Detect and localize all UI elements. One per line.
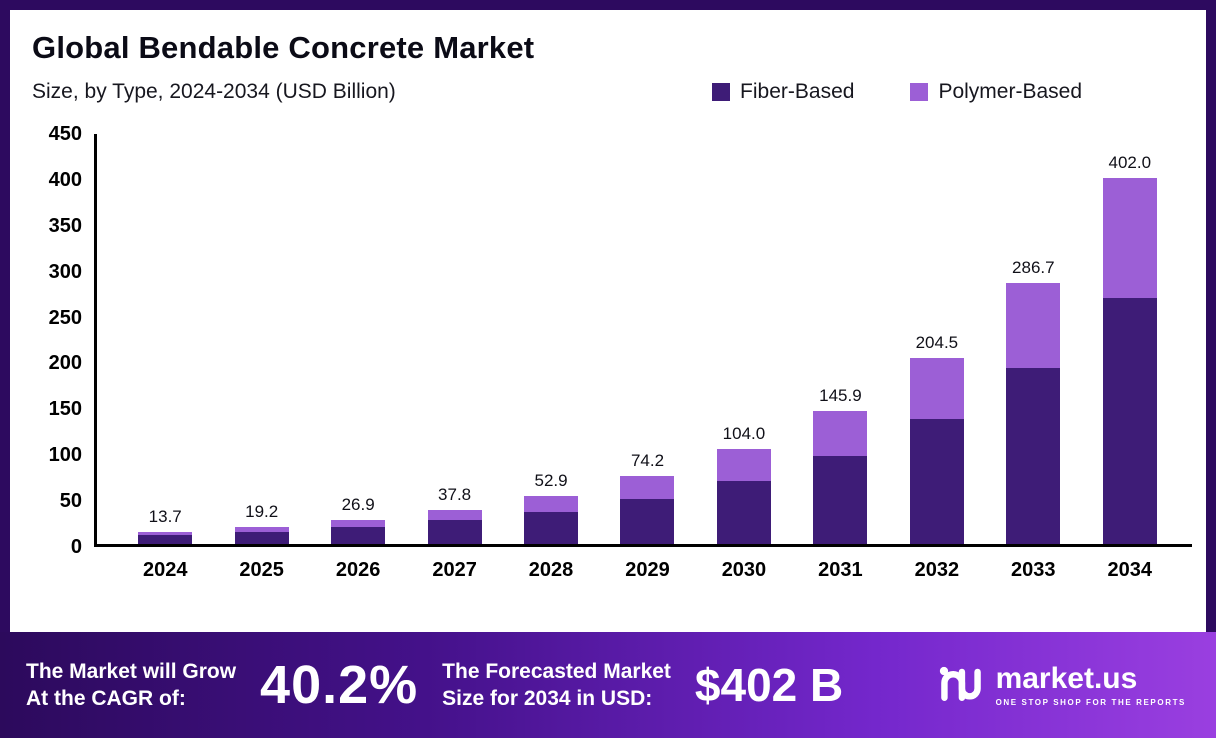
brand-tagline: ONE STOP SHOP FOR THE REPORTS <box>995 697 1186 707</box>
y-axis-label: 250 <box>48 306 82 329</box>
x-axis-label: 2033 <box>1011 559 1056 581</box>
y-axis-label: 350 <box>48 214 82 237</box>
y-axis-label: 200 <box>48 352 82 375</box>
bar-segment-polymer-based <box>620 476 675 500</box>
bar-segment-polymer-based <box>331 519 386 528</box>
y-axis-label: 300 <box>48 260 82 283</box>
market-us-logo-icon <box>938 663 984 708</box>
chart-subtitle: Size, by Type, 2024-2034 (USD Billion) <box>32 80 396 103</box>
frame-top-border <box>0 0 1216 10</box>
bar-value-label: 52.9 <box>534 470 568 490</box>
x-axis: 2024 2025 2026 2027 2028 2029 2030 2031 2032 2033… <box>97 559 1192 582</box>
x-axis-label: 2029 <box>625 559 670 581</box>
cagr-label: The Market will Grow At the CAGR of: <box>26 658 236 713</box>
bar-group: 286.7 <box>985 134 1081 544</box>
footer-banner: The Market will Grow At the CAGR of: 40.… <box>0 632 1216 738</box>
bar-group: 204.5 <box>889 134 985 544</box>
brand-name: market.us <box>995 661 1138 695</box>
bar-value-label: 104.0 <box>722 424 766 444</box>
x-axis-label: 2026 <box>335 559 381 581</box>
y-axis-label: 0 <box>70 536 82 558</box>
x-axis-label: 2034 <box>1107 559 1153 581</box>
y-axis-label: 100 <box>48 444 82 467</box>
bar-group: 145.9 <box>792 134 888 544</box>
y-axis-label: 150 <box>48 398 82 421</box>
y-axis-label: 400 <box>48 168 82 191</box>
polymer-based-swatch <box>910 83 929 101</box>
bar-group: 37.8 <box>406 134 502 544</box>
bar-group: 402.0 <box>1082 134 1178 544</box>
bar-segment-polymer-based <box>427 509 482 521</box>
subtitle-row: Size, by Type, 2024-2034 (USD Billion) F… <box>32 80 1192 104</box>
x-axis-label: 2030 <box>721 559 767 581</box>
bar-group: 26.9 <box>310 134 406 544</box>
y-axis-label: 450 <box>48 123 82 145</box>
bar-segment-fiber-based <box>427 520 482 544</box>
bar-segment-fiber-based <box>909 419 964 544</box>
brand-text: market.us ONE STOP SHOP FOR THE REPORTS <box>995 661 1186 707</box>
bar-segment-fiber-based <box>524 511 579 544</box>
bar-value-label: 74.2 <box>630 451 665 471</box>
bar-segment-polymer-based <box>909 357 964 420</box>
bar-segment-fiber-based <box>331 527 386 544</box>
x-axis-label: 2027 <box>432 559 477 581</box>
x-axis-label: 2032 <box>914 559 960 581</box>
bar-group: 52.9 <box>503 134 599 544</box>
bar-segment-fiber-based <box>716 481 771 544</box>
bar-segment-fiber-based <box>1006 368 1061 544</box>
legend-label-fiber-based: Fiber-Based <box>740 80 855 103</box>
frame-left-border <box>0 0 10 738</box>
bar-segment-polymer-based <box>138 531 193 536</box>
forecast-label-line1: The Forecasted Market <box>442 659 671 683</box>
x-axis-label: 2031 <box>818 559 863 581</box>
chart-title: Global Bendable Concrete Market <box>32 30 535 65</box>
bar-value-label: 37.8 <box>438 484 472 504</box>
brand-logo: market.us ONE STOP SHOP FOR THE REPORTS <box>938 663 1190 708</box>
bar-segment-fiber-based <box>138 535 193 544</box>
bar-segment-polymer-based <box>1006 282 1061 369</box>
bar-value-label: 402.0 <box>1108 152 1152 172</box>
cagr-label-line1: The Market will Grow <box>26 659 237 683</box>
chart-card: Global Bendable Concrete Market Size, by… <box>10 10 1206 632</box>
forecast-value: $402 B <box>694 659 844 711</box>
bar-group: 19.2 <box>213 134 309 544</box>
bar-value-label: 204.5 <box>915 332 959 352</box>
bar-segment-fiber-based <box>1102 298 1157 544</box>
bar-group: 13.7 <box>117 134 213 544</box>
x-axis-label: 2028 <box>528 559 574 581</box>
bar-value-label: 26.9 <box>341 494 375 514</box>
bar-segment-polymer-based <box>234 526 289 532</box>
bar-segment-polymer-based <box>524 495 579 512</box>
bar-segment-polymer-based <box>716 449 771 482</box>
bar-value-label: 286.7 <box>1012 257 1055 277</box>
bar-value-label: 13.7 <box>148 506 182 526</box>
bar-value-label: 145.9 <box>819 386 862 406</box>
fiber-based-swatch <box>712 83 731 101</box>
legend-item-polymer-based: Polymer-Based <box>910 80 1082 104</box>
bar-segment-polymer-based <box>1102 177 1157 298</box>
bar-segment-polymer-based <box>813 411 868 456</box>
legend-item-fiber-based: Fiber-Based <box>712 80 854 104</box>
x-axis-label: 2024 <box>142 559 188 581</box>
forecast-label-line2: Size for 2034 in USD: <box>442 687 653 710</box>
bar-value-label: 19.2 <box>245 501 279 521</box>
plot-area: 13.7 19.2 26.9 37.8 52.9 74.2 104.0 145.9 204.5 2… <box>94 134 1192 547</box>
bar-group: 74.2 <box>599 134 695 544</box>
frame-right-border <box>1206 0 1216 738</box>
legend-label-polymer-based: Polymer-Based <box>938 80 1082 103</box>
cagr-label-line2: At the CAGR of: <box>26 687 186 710</box>
bar-group: 104.0 <box>696 134 792 544</box>
bar-segment-fiber-based <box>620 499 675 544</box>
x-axis-label: 2025 <box>239 559 284 581</box>
bar-segment-fiber-based <box>234 531 289 544</box>
legend: Fiber-Based Polymer-Based <box>712 80 1082 104</box>
forecast-label: The Forecasted Market Size for 2034 in U… <box>442 658 671 713</box>
chart-area: 0 50 100 150 200 250 300 350 400 450 13.7 19.2 26.9… <box>32 124 1192 557</box>
cagr-value: 40.2% <box>260 655 419 715</box>
y-axis-label: 50 <box>59 490 82 513</box>
y-axis: 0 50 100 150 200 250 300 350 400 450 <box>32 124 94 557</box>
bar-segment-fiber-based <box>813 455 868 544</box>
